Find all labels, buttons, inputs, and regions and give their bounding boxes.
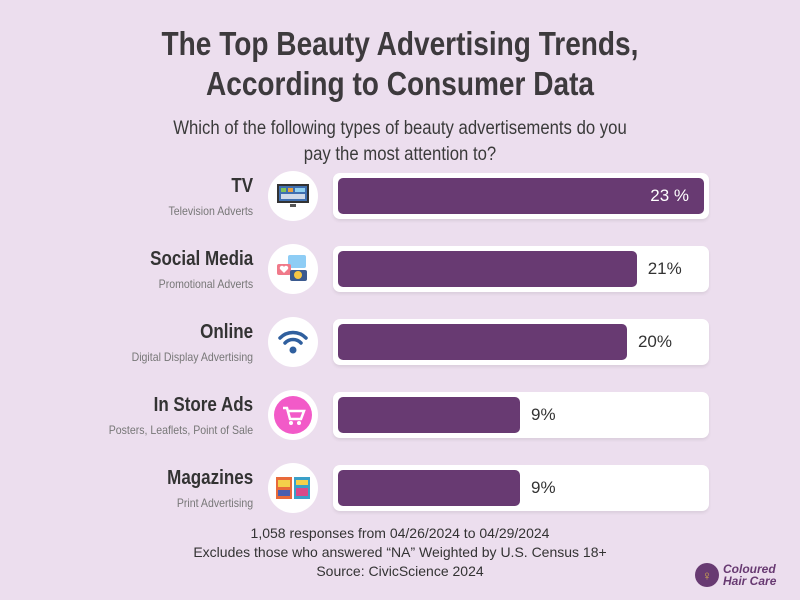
- shopping-cart-icon: [268, 390, 318, 440]
- social-chat-icon: [268, 244, 318, 294]
- data-label: 20%: [637, 332, 672, 351]
- subtitle-line-1: Which of the following types of beauty a…: [173, 118, 627, 139]
- category-label: Magazines: [167, 467, 253, 489]
- bar-label: Online Digital Display Advertising: [115, 321, 253, 364]
- logo: ♀ Coloured Hair Care: [695, 563, 776, 587]
- bar-track: 20%: [333, 319, 709, 365]
- data-label: 9%: [531, 405, 556, 424]
- category-label: In Store Ads: [153, 394, 253, 416]
- bar-label: Social Media Promotional Adverts: [132, 248, 253, 291]
- bar-row: In Store Ads Posters, Leaflets, Point of…: [0, 390, 800, 450]
- data-label: 9%: [531, 478, 556, 497]
- category-label: Social Media: [150, 248, 253, 270]
- category-label: TV: [231, 175, 253, 197]
- bar-track: 9%: [333, 392, 709, 438]
- chart-subtitle: Which of the following types of beauty a…: [48, 116, 752, 168]
- bar-track: 23 %: [333, 173, 709, 219]
- title-line-1: The Top Beauty Advertising Trends,: [161, 25, 639, 62]
- bar-label: In Store Ads Posters, Leaflets, Point of…: [89, 394, 253, 437]
- footer-source: Source: CivicScience 2024: [316, 563, 484, 579]
- bar: [338, 178, 704, 214]
- chart-title: The Top Beauty Advertising Trends, Accor…: [60, 24, 740, 104]
- logo-line-1: Coloured: [723, 562, 776, 576]
- bar-row: Magazines Print Advertising 9%: [0, 463, 800, 523]
- data-label: 23 %: [650, 186, 689, 205]
- bar-row: TV Television Adverts 23 %: [0, 171, 800, 231]
- subtitle-line-2: pay the most attention to?: [303, 144, 497, 165]
- logo-line-2: Hair Care: [723, 574, 777, 588]
- subcategory-label: Television Adverts: [168, 204, 253, 218]
- logo-text: Coloured Hair Care: [723, 563, 776, 587]
- bar-label: TV Television Adverts: [157, 175, 253, 218]
- magazine-icon: [268, 463, 318, 513]
- tv-icon: [268, 171, 318, 221]
- subcategory-label: Promotional Adverts: [158, 277, 253, 291]
- bar: [338, 470, 520, 506]
- subcategory-label: Digital Display Advertising: [131, 350, 253, 364]
- bar-label: Magazines Print Advertising: [152, 467, 253, 510]
- title-line-2: According to Consumer Data: [205, 65, 595, 102]
- footer-exclusions: Excludes those who answered “NA” Weighte…: [193, 544, 607, 560]
- footer-notes: 1,058 responses from 04/26/2024 to 04/29…: [0, 524, 800, 581]
- bar: [338, 397, 520, 433]
- footer-responses: 1,058 responses from 04/26/2024 to 04/29…: [250, 525, 550, 541]
- bar: [338, 324, 627, 360]
- data-label: 21%: [647, 259, 682, 278]
- wifi-icon: [268, 317, 318, 367]
- bar: [338, 251, 637, 287]
- subcategory-label: Posters, Leaflets, Point of Sale: [108, 423, 253, 437]
- logo-icon: ♀: [695, 563, 719, 587]
- category-label: Online: [200, 321, 253, 343]
- subcategory-label: Print Advertising: [176, 496, 253, 510]
- bar-row: Online Digital Display Advertising 20%: [0, 317, 800, 377]
- bar-track: 21%: [333, 246, 709, 292]
- bar-row: Social Media Promotional Adverts 21%: [0, 244, 800, 304]
- bar-track: 9%: [333, 465, 709, 511]
